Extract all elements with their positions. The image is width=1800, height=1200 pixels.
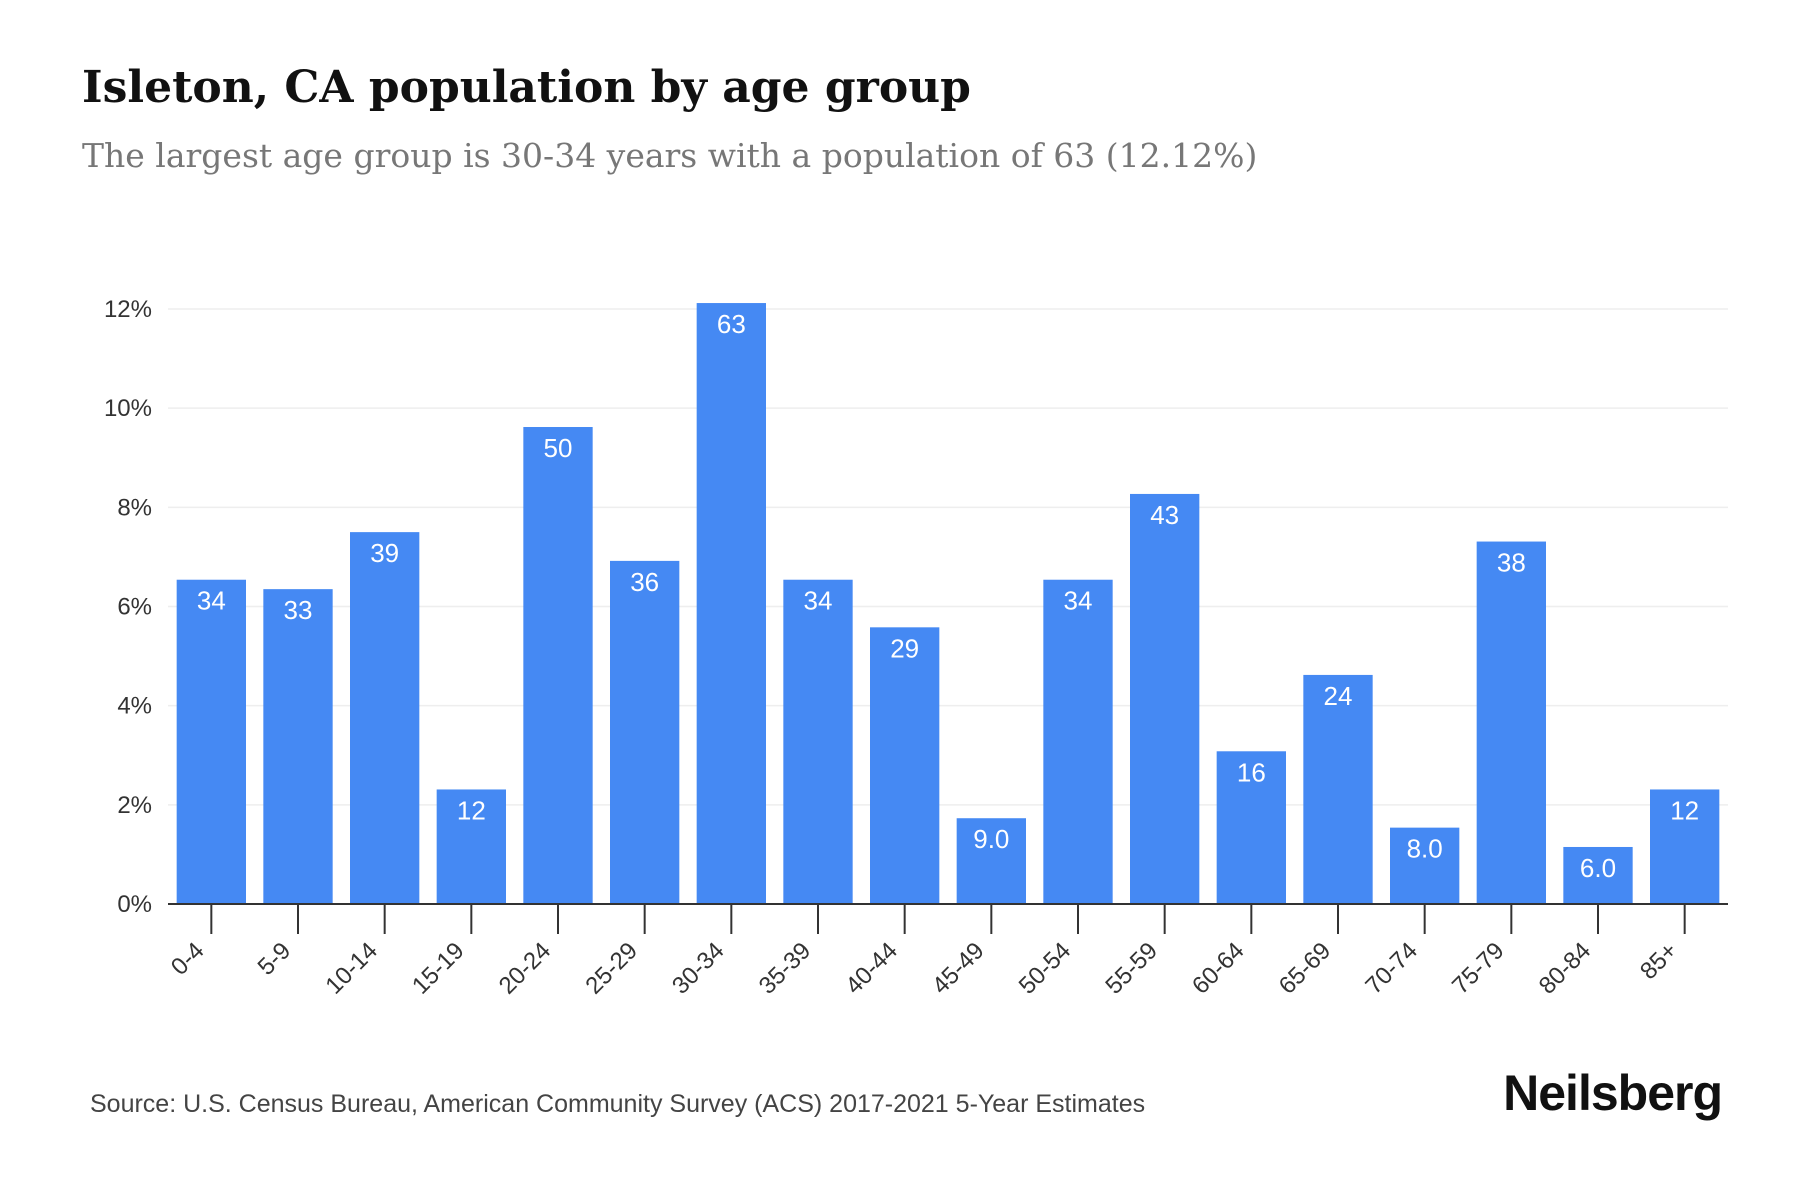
bar-40-44 (870, 627, 940, 904)
chart-title: Isleton, CA population by age group (82, 62, 971, 113)
x-tick-label: 0-4 (166, 937, 210, 981)
x-tick-label: 35-39 (754, 937, 817, 1000)
source-note: Source: U.S. Census Bureau, American Com… (90, 1090, 1146, 1118)
bar-50-54 (1043, 579, 1113, 904)
y-tick-label: 12% (104, 296, 152, 323)
x-tick-label: 30-34 (667, 937, 730, 1000)
x-tick-label: 55-59 (1100, 937, 1163, 1000)
y-tick-label: 6% (117, 594, 152, 621)
chart-subtitle: The largest age group is 30-34 years wit… (82, 136, 1258, 175)
bar-25-29 (610, 560, 680, 904)
bar-80-84 (1563, 846, 1633, 904)
y-tick-label: 4% (117, 693, 152, 720)
x-tick-label: 40-44 (840, 937, 903, 1000)
y-tick-label: 10% (104, 395, 152, 422)
bar-chart: 0% 2% 4% 6% 8% 10% 12% 34 0-4 33 5-9 39 10-14 12 15-19… (104, 296, 1728, 1000)
x-tick-label: 50-54 (1014, 937, 1077, 1000)
bar-value-label: 43 (1150, 500, 1179, 530)
bar-60-64 (1216, 751, 1286, 904)
x-tick-label: 10-14 (320, 937, 383, 1000)
bar-value-label: 16 (1237, 757, 1266, 787)
bar-value-label: 29 (890, 633, 919, 663)
bar-value-label: 8.0 (1407, 834, 1443, 864)
bar-35-39 (783, 579, 853, 904)
x-tick-label: 85+ (1635, 937, 1683, 985)
x-tick-label: 5-9 (253, 937, 297, 981)
bar-85+ (1650, 789, 1720, 904)
x-tick-label: 65-69 (1274, 937, 1337, 1000)
bar-value-label: 34 (197, 586, 226, 616)
x-tick-label: 20-24 (494, 937, 557, 1000)
x-tick-label: 25-29 (580, 937, 643, 1000)
bar-value-label: 24 (1324, 681, 1353, 711)
bar-value-label: 38 (1497, 548, 1526, 578)
x-tick-label: 80-84 (1534, 937, 1597, 1000)
bar-value-label: 6.0 (1580, 853, 1616, 883)
y-tick-label: 2% (117, 792, 152, 819)
bar-55-59 (1130, 493, 1200, 904)
bar-value-label: 12 (1670, 795, 1699, 825)
bar-0-4 (176, 579, 246, 904)
bar-value-label: 34 (804, 586, 833, 616)
x-tick-label: 75-79 (1447, 937, 1510, 1000)
bar-65-69 (1303, 674, 1373, 904)
x-tick-label: 45-49 (927, 937, 990, 1000)
bar-value-label: 36 (630, 567, 659, 597)
y-tick-label: 0% (117, 891, 152, 918)
bar-value-label: 39 (370, 538, 399, 568)
bar-value-label: 63 (717, 309, 746, 339)
bar-value-label: 12 (457, 795, 486, 825)
bar-5-9 (263, 589, 333, 904)
bar-value-label: 33 (284, 595, 313, 625)
bar-30-34 (696, 303, 766, 904)
x-tick-label: 60-64 (1187, 937, 1250, 1000)
brand-logo: Neilsberg (1503, 1065, 1723, 1121)
x-tick-label: 70-74 (1360, 937, 1423, 1000)
bar-75-79 (1476, 541, 1546, 904)
bar-45-49 (956, 818, 1026, 904)
bar-value-label: 50 (544, 433, 573, 463)
bar-value-label: 9.0 (973, 824, 1009, 854)
bar-15-19 (436, 789, 506, 904)
bar-70-74 (1390, 827, 1460, 904)
x-tick-label: 15-19 (407, 937, 470, 1000)
y-tick-label: 8% (117, 494, 152, 521)
bar-20-24 (523, 427, 593, 904)
bar-value-label: 34 (1064, 586, 1093, 616)
bar-10-14 (350, 532, 420, 904)
